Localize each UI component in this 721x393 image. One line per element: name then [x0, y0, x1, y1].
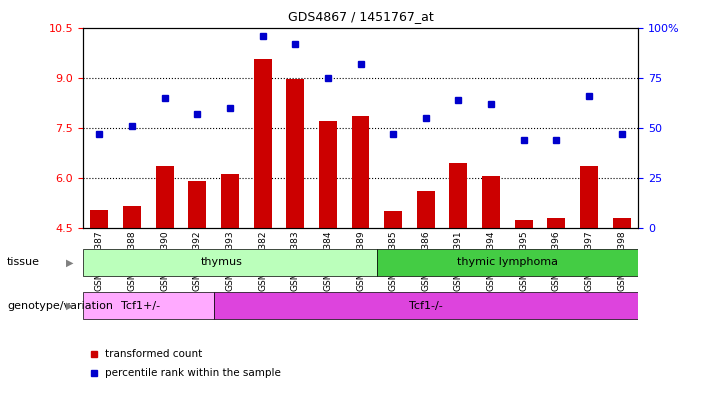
Bar: [83, 249, 377, 275]
Bar: [482, 176, 500, 228]
Bar: [417, 191, 435, 228]
Bar: [90, 209, 108, 228]
Text: Tcf1+/-: Tcf1+/-: [120, 301, 159, 310]
Text: transformed count: transformed count: [105, 349, 203, 360]
Bar: [188, 181, 206, 228]
Text: thymic lymphoma: thymic lymphoma: [457, 257, 558, 267]
Text: ▶: ▶: [66, 301, 74, 310]
Bar: [213, 292, 638, 319]
Bar: [123, 206, 141, 228]
Bar: [515, 220, 533, 228]
Bar: [319, 121, 337, 228]
Bar: [384, 211, 402, 228]
Bar: [221, 174, 239, 228]
Bar: [547, 218, 565, 228]
Bar: [580, 166, 598, 228]
Text: percentile rank within the sample: percentile rank within the sample: [105, 368, 281, 378]
Bar: [156, 166, 174, 228]
Bar: [352, 116, 369, 228]
Bar: [613, 218, 631, 228]
Text: GDS4867 / 1451767_at: GDS4867 / 1451767_at: [288, 10, 433, 23]
Text: genotype/variation: genotype/variation: [7, 301, 113, 310]
Bar: [254, 59, 272, 228]
Text: thymus: thymus: [200, 257, 243, 267]
Text: tissue: tissue: [7, 257, 40, 267]
Bar: [83, 292, 213, 319]
Text: Tcf1-/-: Tcf1-/-: [409, 301, 443, 310]
Text: ▶: ▶: [66, 257, 74, 267]
Bar: [377, 249, 638, 275]
Bar: [286, 79, 304, 228]
Bar: [449, 163, 467, 228]
